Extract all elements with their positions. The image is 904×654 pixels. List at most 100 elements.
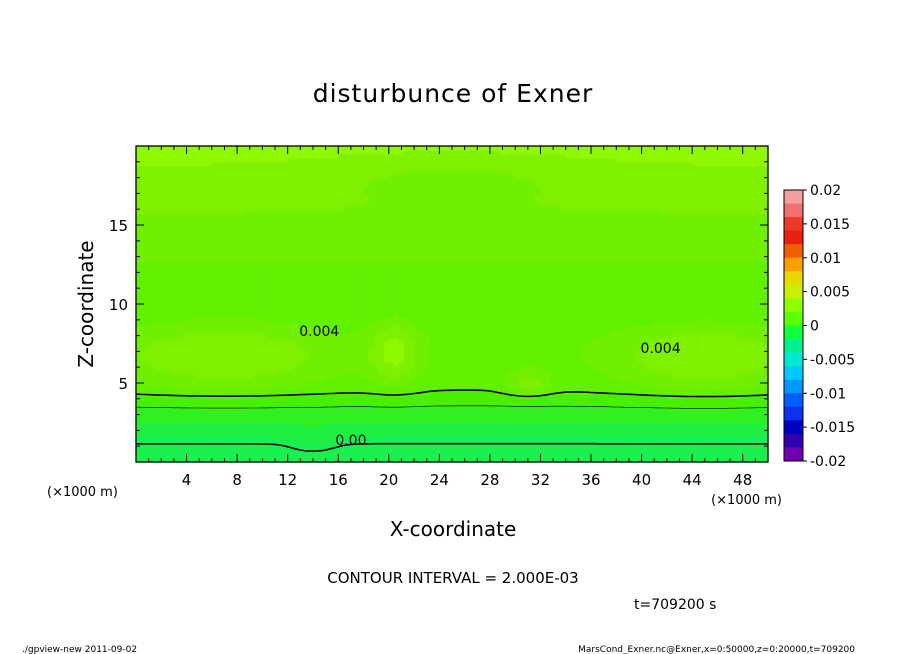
contour-cell xyxy=(257,362,263,367)
contour-cell xyxy=(292,326,299,331)
contour-cell xyxy=(181,446,188,451)
contour-cell xyxy=(232,366,238,371)
contour-cell xyxy=(247,234,253,239)
contour-cell xyxy=(444,158,451,163)
contour-cell xyxy=(186,218,193,223)
contour-cell xyxy=(307,158,314,163)
contour-cell xyxy=(166,458,172,463)
contour-cell xyxy=(242,226,248,231)
contour-cell xyxy=(141,206,147,211)
contour-cell xyxy=(358,218,365,223)
contour-cell xyxy=(292,366,299,371)
contour-cell xyxy=(201,150,208,155)
contour-cell xyxy=(368,438,375,443)
contour-cell xyxy=(363,358,370,363)
contour-cell xyxy=(237,214,243,219)
contour-cell xyxy=(333,450,339,455)
contour-cell xyxy=(403,406,410,411)
contour-cell xyxy=(393,362,400,367)
contour-cell xyxy=(156,242,162,247)
contour-cell xyxy=(257,458,263,463)
contour-cell xyxy=(176,242,183,247)
contour-cell xyxy=(151,162,157,167)
contour-cell xyxy=(419,406,425,411)
contour-cell xyxy=(161,178,167,183)
contour-cell xyxy=(419,318,425,323)
contour-cell xyxy=(429,446,435,451)
contour-cell xyxy=(181,178,188,183)
contour-cell xyxy=(323,454,329,459)
contour-cell xyxy=(216,418,223,423)
contour-cell xyxy=(206,358,213,363)
contour-cell xyxy=(378,282,385,287)
contour-cell xyxy=(398,174,405,179)
contour-cell xyxy=(267,338,274,343)
contour-cell xyxy=(398,438,405,443)
contour-cell xyxy=(434,278,440,283)
contour-cell xyxy=(191,154,198,159)
contour-cell xyxy=(358,250,365,255)
contour-cell xyxy=(454,418,461,423)
contour-cell xyxy=(146,230,152,235)
contour-cell xyxy=(424,418,430,423)
contour-cell xyxy=(363,434,370,439)
contour-cell xyxy=(211,350,218,355)
contour-cell xyxy=(221,238,228,243)
contour-cell xyxy=(181,330,188,335)
contour-cell xyxy=(393,226,400,231)
contour-cell xyxy=(272,290,279,295)
contour-cell xyxy=(393,374,400,379)
contour-cell xyxy=(257,206,263,211)
contour-cell xyxy=(378,334,385,339)
contour-cell xyxy=(221,310,228,315)
contour-cell xyxy=(287,386,294,391)
contour-cell xyxy=(211,246,218,251)
contour-cell xyxy=(247,154,253,159)
contour-cell xyxy=(252,218,258,223)
contour-cell xyxy=(287,422,294,427)
contour-cell xyxy=(312,150,319,155)
contour-cell xyxy=(307,170,314,175)
contour-cell xyxy=(292,362,299,367)
contour-cell xyxy=(398,302,405,307)
contour-cell xyxy=(252,254,258,259)
contour-cell xyxy=(221,318,228,323)
contour-cell xyxy=(419,186,425,191)
contour-cell xyxy=(267,354,274,359)
contour-cell xyxy=(151,350,157,355)
contour-cell xyxy=(151,330,157,335)
contour-cell xyxy=(186,410,193,415)
contour-cell xyxy=(297,198,304,203)
contour-cell xyxy=(176,450,183,455)
contour-cell xyxy=(419,414,425,419)
contour-cell xyxy=(302,170,309,175)
contour-cell xyxy=(176,446,183,451)
contour-cell xyxy=(343,338,349,343)
contour-cell xyxy=(227,414,233,419)
contour-cell xyxy=(156,342,162,347)
contour-cell xyxy=(363,214,370,219)
contour-cell xyxy=(348,314,355,319)
contour-cell xyxy=(373,182,380,187)
contour-cell xyxy=(277,386,284,391)
contour-cell xyxy=(414,418,420,423)
contour-cell xyxy=(297,350,304,355)
contour-cell xyxy=(358,418,365,423)
contour-cell xyxy=(247,266,253,271)
contour-cell xyxy=(181,438,188,443)
contour-cell xyxy=(419,178,425,183)
contour-cell xyxy=(318,398,324,403)
contour-cell xyxy=(444,322,451,327)
contour-cell xyxy=(312,370,319,375)
contour-cell xyxy=(383,282,390,287)
contour-cell xyxy=(166,318,172,323)
contour-cell xyxy=(388,166,395,171)
contour-cell xyxy=(262,242,269,247)
contour-cell xyxy=(287,238,294,243)
contour-cell xyxy=(434,158,440,163)
contour-cell xyxy=(378,386,385,391)
contour-cell xyxy=(221,426,228,431)
contour-cell xyxy=(302,190,309,195)
contour-cell xyxy=(282,222,289,227)
contour-cell xyxy=(166,410,172,415)
